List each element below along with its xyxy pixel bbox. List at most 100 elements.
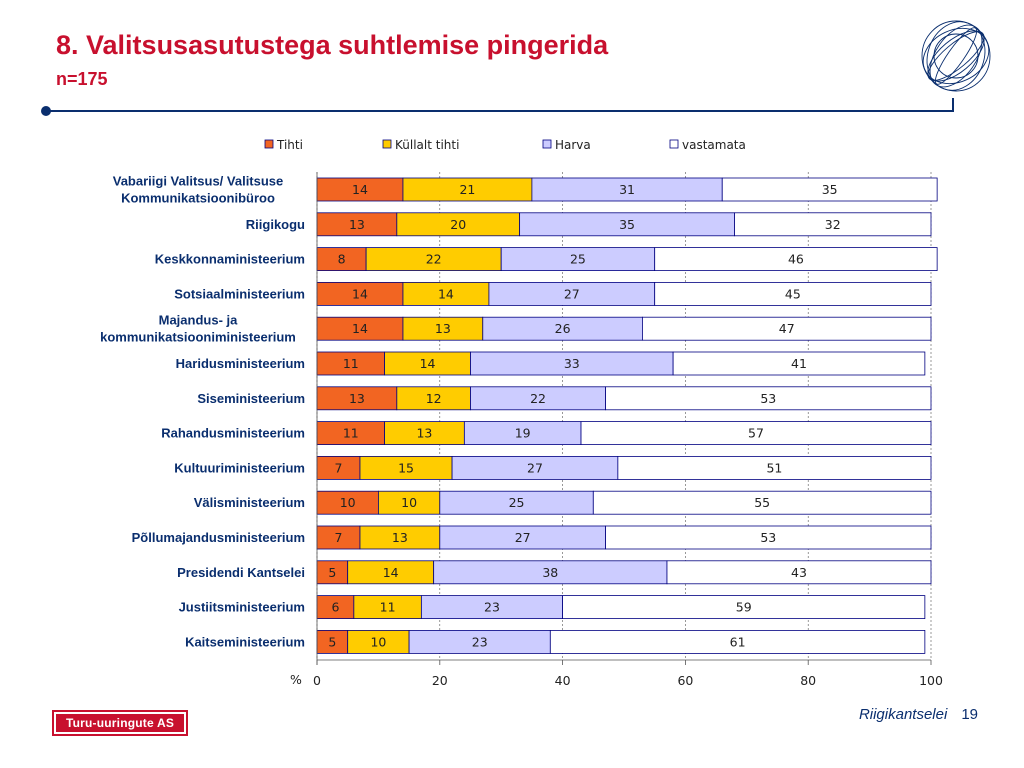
bar-segment [666, 560, 932, 585]
bar-segment [654, 281, 932, 306]
category-label-line: Kultuuriministeerium [174, 460, 305, 475]
category-label-line: Kommunikatsioonibüroo [121, 191, 275, 206]
company-logo-text: Turu-uuringute AS [65, 716, 175, 730]
category-label-line: Rahandusministeerium [161, 426, 305, 441]
category-label: Kultuuriministeerium [174, 460, 305, 475]
data-label: 61 [730, 634, 746, 649]
sample-size-label: n=175 [56, 69, 108, 89]
data-label: 12 [426, 391, 442, 406]
category-label: Põllumajandusministeerium [132, 530, 305, 545]
data-label: 13 [349, 391, 365, 406]
data-label: 7 [335, 460, 343, 475]
data-label: 13 [349, 217, 365, 232]
bar-segment [734, 212, 932, 237]
data-label: 14 [352, 286, 368, 301]
data-label: 46 [788, 252, 804, 267]
chart-legend: Tihti Küllalt tihti Harva vastamata [264, 138, 746, 152]
bar-segment [672, 351, 926, 376]
bar-row: 14 14 27 45 Sotsiaalministeerium [174, 281, 932, 306]
bar-row: 14 21 31 35 Vabariigi Valitsus/ Valitsuse Kom… [113, 174, 938, 206]
data-label: 53 [760, 530, 776, 545]
axis-unit-label: % [290, 672, 302, 687]
x-tick-label: 0 [313, 673, 321, 688]
data-label: 6 [331, 600, 339, 615]
data-label: 45 [785, 286, 801, 301]
data-label: 55 [754, 495, 770, 510]
x-tick-label: 20 [432, 673, 448, 688]
bar-segment [549, 630, 926, 654]
data-label: 32 [825, 217, 841, 232]
category-label-line: Haridusministeerium [176, 356, 305, 371]
data-label: 53 [760, 391, 776, 406]
data-label: 47 [779, 321, 795, 336]
legend-swatch [264, 139, 274, 149]
category-label-line: Riigikogu [246, 217, 305, 232]
data-label: 43 [791, 565, 807, 580]
legend-item: vastamata [669, 138, 746, 152]
page-number: 19 [961, 706, 978, 723]
footer-organization: Riigikantselei [858, 706, 948, 723]
category-label-line: Siseministeerium [197, 391, 305, 406]
data-label: 19 [515, 426, 531, 441]
category-label: Riigikogu [246, 217, 305, 232]
data-label: 11 [343, 356, 359, 371]
bar-row: 5 10 23 61 Kaitseministeerium [185, 630, 926, 654]
data-label: 10 [401, 495, 417, 510]
category-label: Vabariigi Valitsus/ Valitsuse Kommunikats… [113, 174, 284, 206]
data-label: 59 [736, 600, 752, 615]
legend-item: Harva [542, 138, 591, 152]
bar-segment [605, 525, 932, 550]
bar-row: 5 14 38 43 Presidendi Kantselei [177, 560, 932, 585]
bar-segment [642, 316, 932, 341]
legend-label: Harva [555, 138, 591, 152]
data-label: 13 [392, 530, 408, 545]
title-rule [46, 110, 954, 112]
data-label: 31 [619, 182, 635, 197]
data-label: 57 [748, 426, 764, 441]
bar-row: 11 14 33 41 Haridusministeerium [176, 351, 926, 376]
x-axis: 0 20 40 60 80 100% [290, 172, 943, 688]
bar-row: 11 13 19 57 Rahandusministeerium [161, 421, 932, 446]
slide-footer: Riigikantselei 19 [859, 706, 978, 723]
bar-row: 7 13 27 53 Põllumajandusministeerium [132, 525, 932, 550]
bar-row: 13 12 22 53 Siseministeerium [197, 386, 932, 411]
data-label: 13 [416, 426, 432, 441]
category-label: Keskkonnaministeerium [155, 252, 305, 267]
data-label: 27 [515, 530, 531, 545]
x-tick-label: 40 [555, 673, 571, 688]
bar-segment [654, 247, 938, 272]
bar-row: 6 11 23 59 Justiitsministeerium [179, 595, 926, 619]
data-label: 33 [564, 356, 580, 371]
legend-swatch [382, 139, 392, 149]
category-label-line: Välisministeerium [194, 495, 305, 510]
data-label: 41 [791, 356, 807, 371]
data-label: 14 [352, 321, 368, 336]
chart-bars: 14 21 31 35 Vabariigi Valitsus/ Valitsuse Kom… [100, 174, 938, 654]
category-label-line: Põllumajandusministeerium [132, 530, 305, 545]
data-label: 11 [380, 600, 396, 615]
data-label: 51 [766, 460, 782, 475]
data-label: 35 [822, 182, 838, 197]
data-label: 25 [570, 252, 586, 267]
data-label: 20 [450, 217, 466, 232]
bar-segment [562, 595, 926, 619]
category-label: Haridusministeerium [176, 356, 305, 371]
data-label: 27 [564, 286, 580, 301]
category-label: Välisministeerium [194, 495, 305, 510]
data-label: 22 [426, 252, 442, 267]
data-label: 5 [328, 565, 336, 580]
data-label: 14 [383, 565, 399, 580]
category-label: Majandus- ja kommunikatsiooniministeerium [100, 313, 296, 345]
bar-segment [580, 421, 932, 446]
data-label: 23 [472, 634, 488, 649]
legend-swatch [542, 139, 552, 149]
category-label-line: Vabariigi Valitsus/ Valitsuse [113, 174, 284, 189]
category-label: Sotsiaalministeerium [174, 286, 305, 301]
category-label: Justiitsministeerium [179, 600, 305, 615]
data-label: 5 [328, 634, 336, 649]
chart-gridlines [316, 172, 932, 660]
category-label-line: Presidendi Kantselei [177, 565, 305, 580]
data-label: 11 [343, 426, 359, 441]
data-label: 26 [555, 321, 571, 336]
